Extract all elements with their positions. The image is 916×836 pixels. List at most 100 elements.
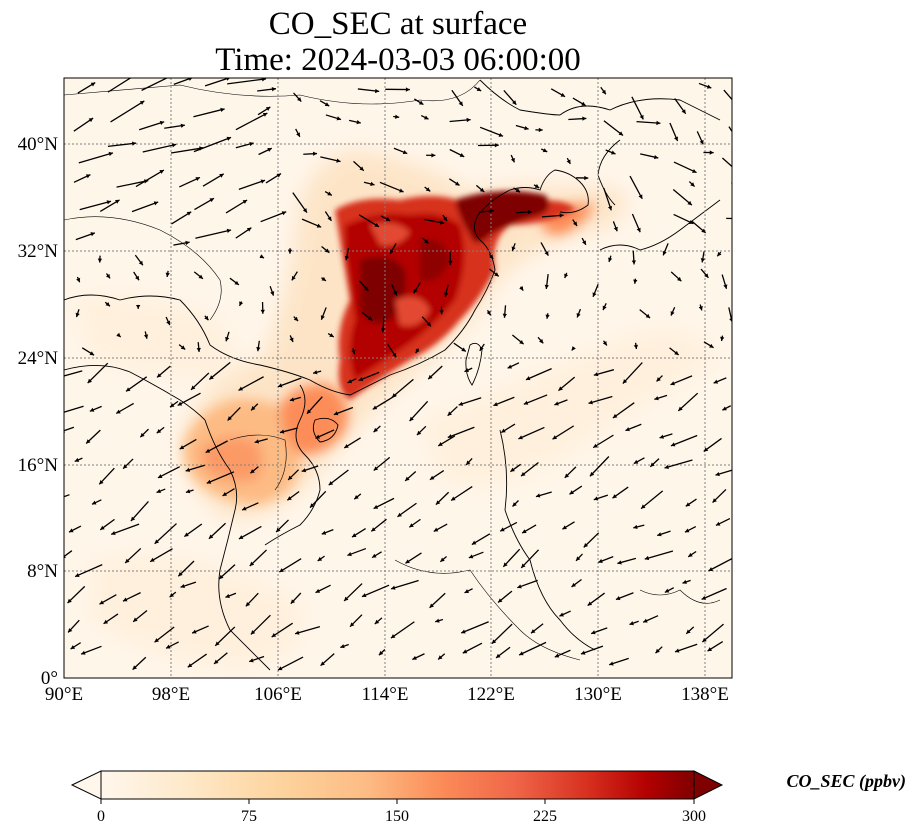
wind-arrow-head [192, 629, 197, 634]
wind-arrow-head [242, 506, 247, 511]
wind-arrow-head [639, 114, 644, 120]
wind-arrow-head [123, 464, 128, 469]
wind-arrow-head [512, 502, 517, 507]
wind-arrow-head [372, 553, 377, 558]
wind-arrow-head [179, 445, 185, 450]
wind-arrow-head [320, 315, 325, 320]
wind-arrow-shaft [343, 583, 363, 602]
wind-arrow-head [58, 496, 62, 500]
wind-arrow-head [448, 260, 453, 265]
map-frame [63, 77, 733, 679]
wind-arrow-head [108, 151, 113, 157]
wind-arrow-head [479, 187, 485, 193]
wind-arrow-head [103, 619, 109, 624]
wind-arrow-head [185, 489, 191, 494]
wind-arrow-head [290, 599, 296, 604]
wind-arrow-shaft [631, 96, 644, 120]
wind-arrow-head [447, 411, 453, 416]
wind-arrow-head [518, 435, 523, 440]
wind-arrow-shaft [110, 100, 145, 123]
wind-arrow-head [295, 630, 300, 635]
wind-arrow-head [503, 562, 508, 567]
wind-arrow-head [461, 347, 466, 352]
wind-arrow-head [629, 621, 634, 626]
wind-arrow-head [370, 181, 375, 186]
wind-arrow-head [544, 251, 549, 256]
wind-arrow-head [358, 377, 364, 382]
wind-arrow-head [512, 100, 517, 105]
wind-arrow-head [625, 427, 630, 432]
wind-arrow-head [653, 154, 659, 160]
wind-arrow-head [682, 579, 687, 584]
wind-arrow-head [458, 401, 464, 406]
colorbar-tick-label: 0 [97, 808, 105, 825]
wind-arrow-head [260, 309, 265, 314]
wind-arrow-head [154, 638, 159, 643]
wind-arrow-head [226, 78, 230, 81]
wind-arrow-head [86, 439, 91, 444]
wind-arrow-head [699, 139, 704, 145]
colorbar-tick-label: 300 [682, 808, 706, 825]
wind-arrow-head [372, 405, 378, 410]
wind-arrow-head [219, 574, 224, 579]
wind-arrow-shaft [603, 120, 624, 137]
wind-arrow-head [215, 641, 220, 646]
wind-arrow-head [498, 132, 504, 137]
wind-arrow-head [524, 125, 529, 131]
wind-arrow-head [593, 496, 599, 501]
wind-arrow-head [106, 200, 112, 205]
wind-arrow-shaft [205, 440, 228, 454]
wind-arrow-head [501, 428, 506, 433]
wind-arrow-shaft [731, 182, 732, 184]
wind-arrow-head [289, 397, 295, 402]
wind-arrow-head [700, 258, 705, 263]
wind-arrow-head [185, 467, 191, 472]
wind-arrow-head [359, 166, 364, 171]
wind-arrow-head [538, 127, 543, 133]
wind-arrow-head [493, 402, 498, 407]
wind-arrow-head [717, 251, 722, 257]
wind-arrow-head [397, 512, 402, 517]
wind-arrow-head [517, 584, 522, 589]
wind-arrow-head [81, 650, 86, 655]
wind-arrow-head [185, 240, 190, 246]
x-tick-label: 130°E [574, 684, 622, 705]
wind-arrow-shaft [491, 623, 513, 645]
wind-arrow-shaft [238, 376, 264, 391]
wind-arrow-head [633, 344, 639, 349]
wind-arrow-head [140, 432, 145, 438]
wind-arrow-head [598, 558, 603, 563]
wind-arrow-head [664, 588, 670, 593]
wind-arrow-head [656, 120, 661, 126]
y-tick-label: 24°N [18, 348, 59, 369]
wind-arrow-head [89, 407, 95, 412]
wind-arrow-head [664, 464, 669, 470]
wind-arrow-head [471, 540, 477, 545]
wind-arrow-head [165, 272, 170, 277]
wind-arrow-head [238, 386, 244, 391]
wind-arrow-head [373, 466, 379, 471]
wind-arrow-head [170, 403, 175, 408]
wind-arrow-head [367, 316, 373, 321]
wind-arrow-head [581, 101, 586, 106]
wind-arrow-shaft [64, 550, 73, 558]
wind-arrow-shaft [214, 626, 236, 647]
wind-arrow-head [439, 220, 445, 225]
wind-arrow-head [576, 556, 581, 561]
wind-arrow-head [380, 328, 386, 333]
wind-arrow-head [68, 628, 73, 633]
wind-arrow-head [356, 120, 361, 125]
wind-arrow-shaft [225, 199, 248, 214]
wind-arrow-head [180, 583, 185, 589]
wind-arrow-head [435, 500, 441, 505]
wind-arrow-head [402, 150, 408, 155]
wind-arrow-head [159, 120, 165, 126]
x-tick-label: 106°E [254, 684, 302, 705]
wind-arrow-head [645, 313, 651, 319]
wind-arrow-head [288, 475, 293, 480]
wind-arrow-shaft [277, 656, 304, 671]
wind-arrow-head [374, 222, 380, 227]
wind-arrow-head [656, 377, 661, 382]
wind-arrow-head [132, 665, 137, 670]
wind-arrow-head [751, 187, 755, 191]
